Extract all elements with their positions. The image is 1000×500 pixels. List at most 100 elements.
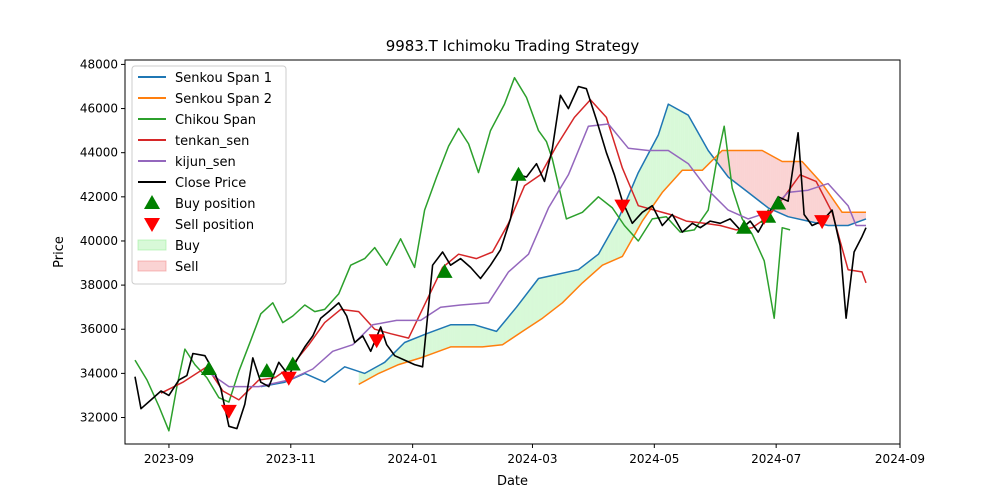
buy-cloud-segment: [496, 329, 499, 346]
buy-cloud-segment: [380, 363, 383, 373]
sell-cloud-segment: [838, 206, 841, 226]
legend-label: Sell position: [175, 218, 254, 233]
buy-cloud-segment: [568, 271, 571, 297]
buy-cloud-segment: [666, 104, 669, 188]
buy-cloud-segment: [706, 146, 709, 167]
buy-cloud-segment: [382, 362, 385, 372]
buy-cloud-segment: [538, 278, 541, 321]
buy-cloud-segment: [488, 329, 491, 347]
buy-cloud-segment: [476, 325, 479, 347]
sell-cloud-segment: [746, 150, 749, 193]
buy-cloud-segment: [606, 236, 609, 264]
sell-cloud-segment: [848, 212, 851, 226]
sell-cloud-segment: [846, 212, 849, 226]
legend-label: Sell: [175, 260, 198, 275]
buy-cloud-segment: [450, 324, 453, 347]
buy-cloud-segment: [452, 324, 455, 347]
buy-marker: [200, 360, 217, 375]
legend-box: [131, 65, 287, 285]
legend-swatch-sell-marker: [144, 218, 160, 232]
buy-cloud-segment: [370, 368, 373, 378]
sell-cloud-segment: [766, 152, 769, 208]
buy-cloud-segment: [532, 283, 535, 325]
x-tick-label: 2024-05: [629, 452, 679, 466]
sell-cloud-segment: [864, 212, 867, 220]
sell-cloud-segment: [724, 150, 727, 175]
sell-cloud-segment: [756, 150, 759, 201]
buy-cloud-segment: [692, 122, 695, 171]
buy-cloud-segment: [440, 327, 443, 351]
x-tick-label: 2023-11: [266, 452, 316, 466]
buy-cloud-segment: [442, 327, 445, 350]
sell-cloud-segment: [862, 212, 865, 221]
senkou-span-1-line: [260, 103, 867, 388]
buy-cloud-segment: [478, 326, 481, 347]
buy-cloud-segment: [388, 356, 391, 369]
sell-marker: [756, 210, 773, 225]
legend-label: Senkou Span 2: [175, 92, 272, 107]
buy-cloud-segment: [360, 372, 363, 384]
buy-cloud-segment: [436, 329, 439, 353]
buy-cloud-segment: [386, 358, 389, 370]
buy-cloud-segment: [620, 209, 623, 258]
buy-marker: [770, 195, 787, 210]
sell-cloud-segment: [796, 161, 799, 219]
buy-cloud-segment: [670, 105, 673, 184]
sell-cloud-segment: [860, 212, 863, 222]
buy-cloud-segment: [508, 314, 511, 341]
buy-cloud-segment: [660, 122, 663, 196]
legend-label: Close Price: [175, 176, 246, 191]
sell-cloud-segment: [760, 150, 763, 204]
buy-cloud-segment: [430, 331, 433, 355]
buy-cloud-segment: [542, 277, 545, 319]
y-tick-label: 44000: [80, 146, 118, 160]
buy-cloud-segment: [580, 266, 583, 285]
buy-cloud-segment: [610, 229, 613, 262]
buy-marker: [510, 166, 527, 181]
sell-cloud-segment: [722, 150, 725, 172]
buy-cloud-segment: [650, 146, 653, 210]
buy-cloud-segment: [652, 142, 655, 207]
axes-frame: [124, 59, 901, 445]
buy-cloud-segment: [698, 132, 701, 171]
buy-cloud-segment: [506, 316, 509, 343]
buy-cloud-segment: [612, 225, 615, 261]
sell-cloud-segment: [812, 172, 815, 223]
buy-cloud-segment: [594, 255, 597, 273]
sell-cloud-segment: [764, 151, 767, 207]
buy-cloud-segment: [384, 360, 387, 371]
sell-cloud-segment: [804, 163, 807, 221]
buy-cloud-segment: [418, 336, 421, 359]
sell-cloud-segment: [748, 150, 751, 194]
buy-cloud-segment: [524, 294, 527, 331]
buy-cloud-segment: [482, 327, 485, 347]
buy-cloud-segment: [378, 364, 381, 374]
buy-cloud-segment: [528, 288, 531, 328]
buy-cloud-segment: [570, 270, 573, 295]
legend-label: tenkan_sen: [175, 134, 249, 149]
legend-label: Senkou Span 1: [175, 71, 272, 86]
buy-marker: [284, 356, 301, 371]
buy-cloud-segment: [686, 114, 689, 171]
buy-cloud-segment: [394, 350, 397, 367]
buy-cloud-segment: [640, 165, 643, 225]
legend-label: Buy: [175, 239, 200, 254]
buy-cloud-segment: [540, 277, 543, 320]
sell-cloud-segment: [818, 179, 821, 224]
buy-cloud-segment: [472, 324, 475, 347]
buy-cloud-segment: [694, 125, 697, 171]
buy-cloud-segment: [546, 276, 549, 316]
buy-cloud-segment: [372, 367, 375, 377]
buy-cloud-segment: [700, 136, 703, 171]
buy-cloud-segment: [454, 324, 457, 347]
buy-cloud-segment: [416, 336, 419, 360]
sell-cloud-segment: [742, 150, 745, 190]
sell-cloud-segment: [784, 161, 787, 216]
buy-cloud-segment: [368, 370, 371, 379]
buy-cloud-segment: [584, 263, 587, 282]
sell-cloud-segment: [738, 150, 741, 187]
buy-cloud-segment: [366, 371, 369, 380]
buy-cloud-segment: [632, 181, 635, 239]
buy-cloud-segment: [566, 271, 569, 299]
